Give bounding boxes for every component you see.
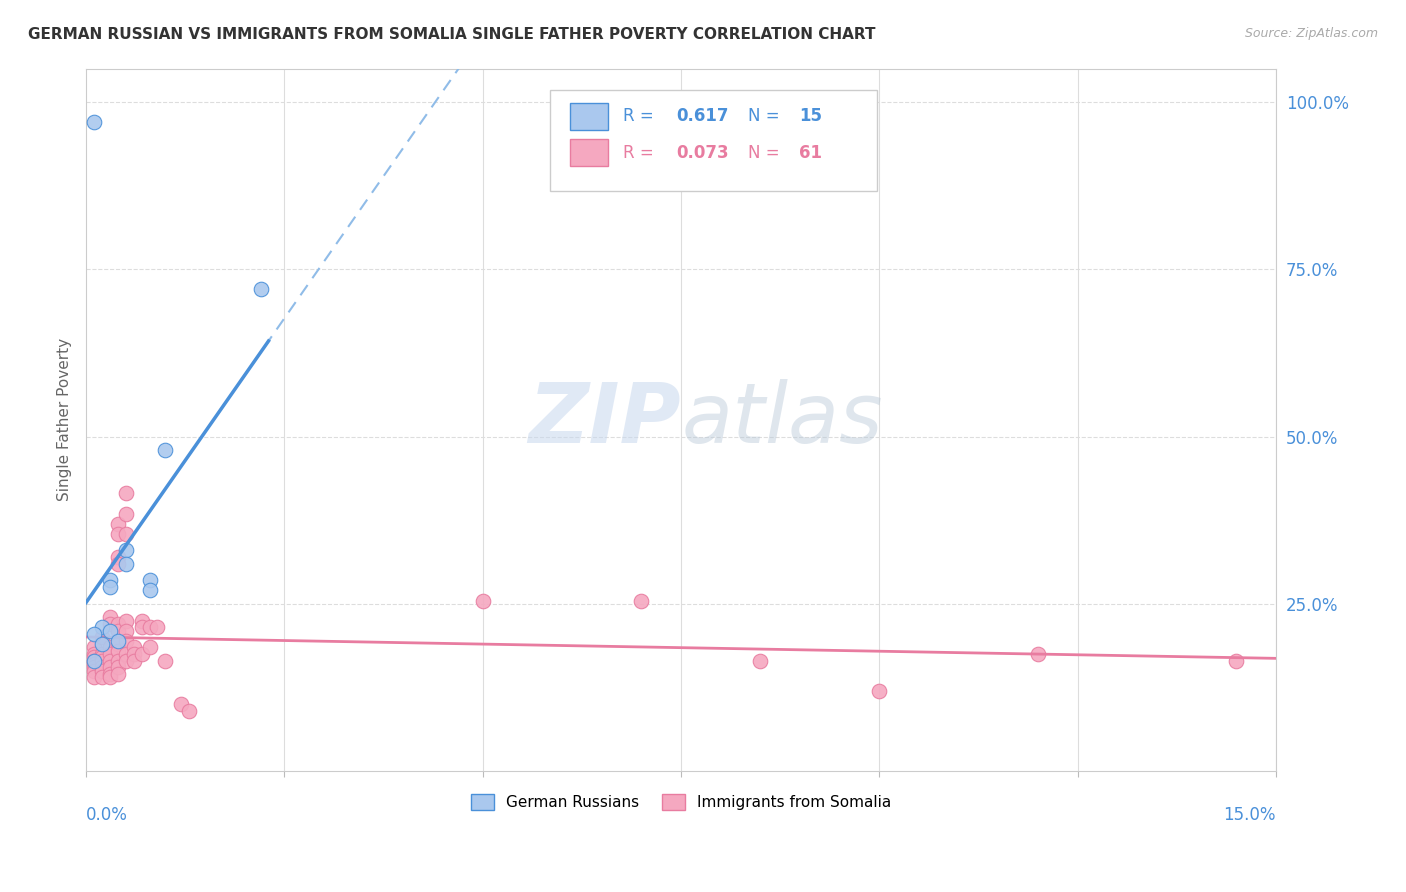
Point (179, 704, 201, 718)
Point (114, 614, 136, 628)
Point (83, 647, 105, 661)
Point (107, 667, 129, 681)
Point (131, 614, 153, 628)
Point (83, 660, 105, 674)
Point (131, 620, 153, 634)
Point (138, 620, 160, 634)
Point (91, 650, 114, 665)
Point (107, 549, 129, 564)
Point (107, 654, 129, 668)
Point (83, 664, 105, 678)
Point (83, 115, 105, 129)
Point (98, 624, 121, 638)
Point (170, 697, 193, 711)
Point (146, 620, 169, 634)
Point (98, 654, 121, 668)
Point (83, 654, 105, 668)
Text: 61: 61 (799, 144, 823, 161)
Point (98, 667, 121, 681)
Point (98, 574, 121, 588)
Y-axis label: Single Father Poverty: Single Father Poverty (58, 338, 72, 501)
Point (107, 633, 129, 648)
Point (98, 647, 121, 661)
Text: atlas: atlas (681, 379, 883, 460)
Point (155, 654, 177, 668)
Point (114, 543, 136, 558)
Point (83, 654, 105, 668)
Point (114, 507, 136, 521)
Point (83, 670, 105, 684)
Point (83, 650, 105, 665)
Text: 15: 15 (799, 107, 823, 125)
Point (98, 670, 121, 684)
Point (114, 486, 136, 500)
Point (107, 637, 129, 651)
Point (91, 637, 114, 651)
FancyBboxPatch shape (571, 139, 609, 166)
Point (91, 620, 114, 634)
Text: 15.0%: 15.0% (1223, 806, 1277, 824)
Point (1026, 647, 1049, 661)
Point (83, 627, 105, 641)
Point (471, 593, 494, 607)
Point (107, 557, 129, 571)
Text: ZIP: ZIP (529, 379, 681, 460)
Point (114, 624, 136, 638)
Point (1225, 654, 1247, 668)
Point (114, 647, 136, 661)
Point (131, 647, 153, 661)
Text: 0.617: 0.617 (676, 107, 728, 125)
Text: N =: N = (748, 144, 785, 161)
Point (98, 580, 121, 594)
Point (107, 660, 129, 674)
Point (98, 616, 121, 631)
Point (114, 526, 136, 541)
Point (91, 660, 114, 674)
Text: 0.073: 0.073 (676, 144, 728, 161)
FancyBboxPatch shape (571, 103, 609, 129)
Point (122, 640, 145, 655)
Legend: German Russians, Immigrants from Somalia: German Russians, Immigrants from Somalia (465, 788, 897, 816)
Point (107, 624, 129, 638)
Point (114, 654, 136, 668)
Point (91, 630, 114, 644)
Text: R =: R = (623, 107, 659, 125)
Point (107, 526, 129, 541)
Text: N =: N = (748, 107, 785, 125)
Point (91, 670, 114, 684)
Text: Source: ZipAtlas.com: Source: ZipAtlas.com (1244, 27, 1378, 40)
Point (249, 282, 271, 296)
Point (91, 647, 114, 661)
Point (91, 654, 114, 668)
Text: 0.0%: 0.0% (86, 806, 128, 824)
FancyBboxPatch shape (550, 89, 877, 192)
Point (138, 583, 160, 598)
Point (138, 574, 160, 588)
Point (155, 442, 177, 457)
Point (83, 657, 105, 671)
Point (122, 647, 145, 661)
Point (749, 654, 772, 668)
Point (868, 683, 890, 698)
Point (98, 640, 121, 655)
Point (98, 660, 121, 674)
Point (107, 643, 129, 657)
Point (98, 610, 121, 624)
Point (91, 664, 114, 678)
Point (114, 633, 136, 648)
Point (107, 616, 129, 631)
Text: R =: R = (623, 144, 659, 161)
Point (138, 640, 160, 655)
Text: GERMAN RUSSIAN VS IMMIGRANTS FROM SOMALIA SINGLE FATHER POVERTY CORRELATION CHAR: GERMAN RUSSIAN VS IMMIGRANTS FROM SOMALI… (28, 27, 876, 42)
Point (630, 593, 652, 607)
Point (122, 654, 145, 668)
Point (107, 516, 129, 531)
Point (83, 640, 105, 655)
Point (114, 557, 136, 571)
